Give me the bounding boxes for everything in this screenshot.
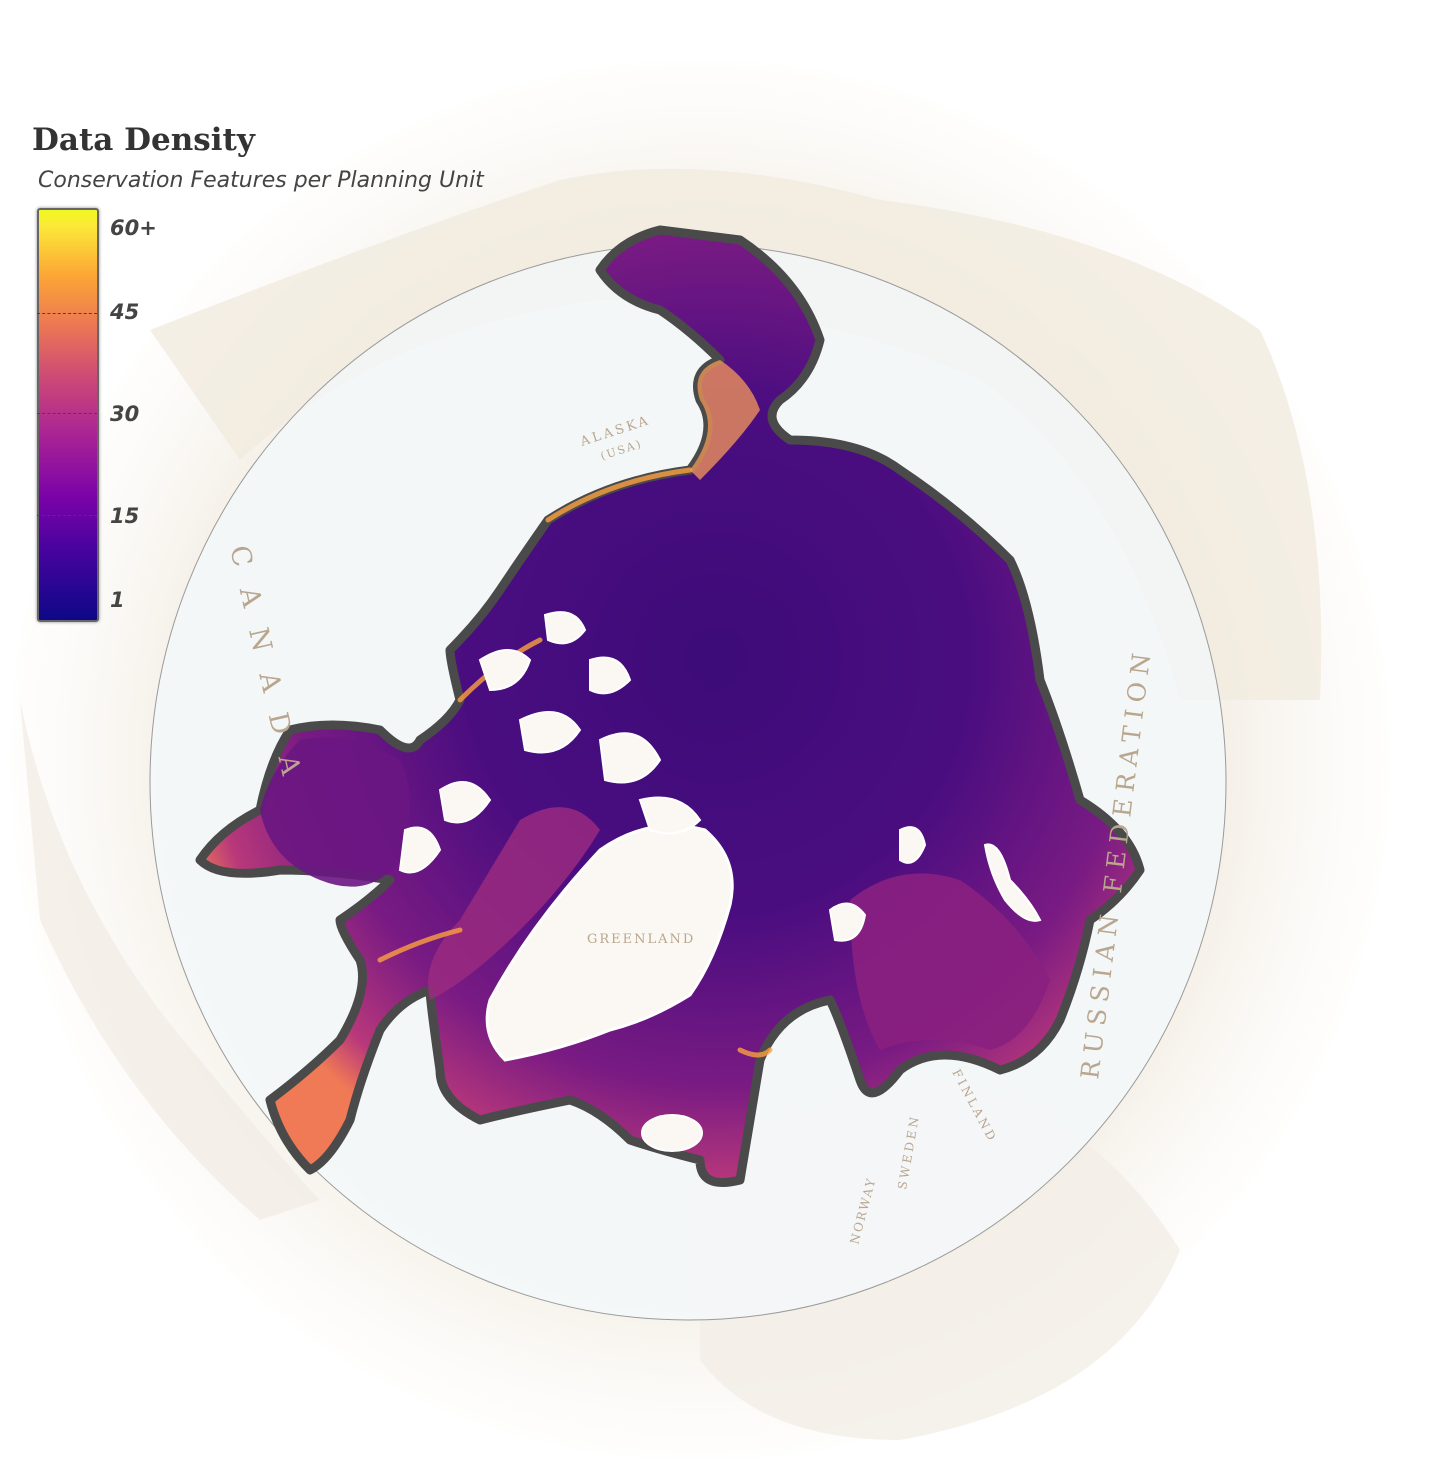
- legend-color-ramp: [37, 208, 99, 622]
- density-shelf-canada: [260, 737, 410, 887]
- density-shelf-barents: [850, 873, 1050, 1050]
- legend-label-1: 1: [110, 588, 125, 612]
- legend-tick-45: [37, 313, 97, 314]
- density-raster: [195, 225, 1145, 1187]
- density-shelf-baffin: [428, 807, 600, 1000]
- legend-title: Data Density: [32, 122, 255, 158]
- legend-label-45: 45: [110, 300, 140, 324]
- svalbard-islands: [828, 826, 927, 942]
- label-greenland: GREENLAND: [587, 932, 695, 947]
- legend-tick-30: [37, 413, 97, 414]
- legend-subtitle: Conservation Features per Planning Unit: [38, 168, 484, 193]
- legend-label-60: 60+: [110, 216, 157, 240]
- legend-tick-15: [37, 515, 97, 516]
- arctic-archipelago: [398, 611, 702, 874]
- legend-label-15: 15: [110, 504, 140, 528]
- iceland-cutout: [641, 1114, 703, 1152]
- greenland-cutout: [485, 824, 734, 1062]
- density-shelf-bering: [690, 360, 760, 480]
- novaya-zemlya: [983, 843, 1042, 922]
- legend-label-30: 30: [110, 402, 140, 426]
